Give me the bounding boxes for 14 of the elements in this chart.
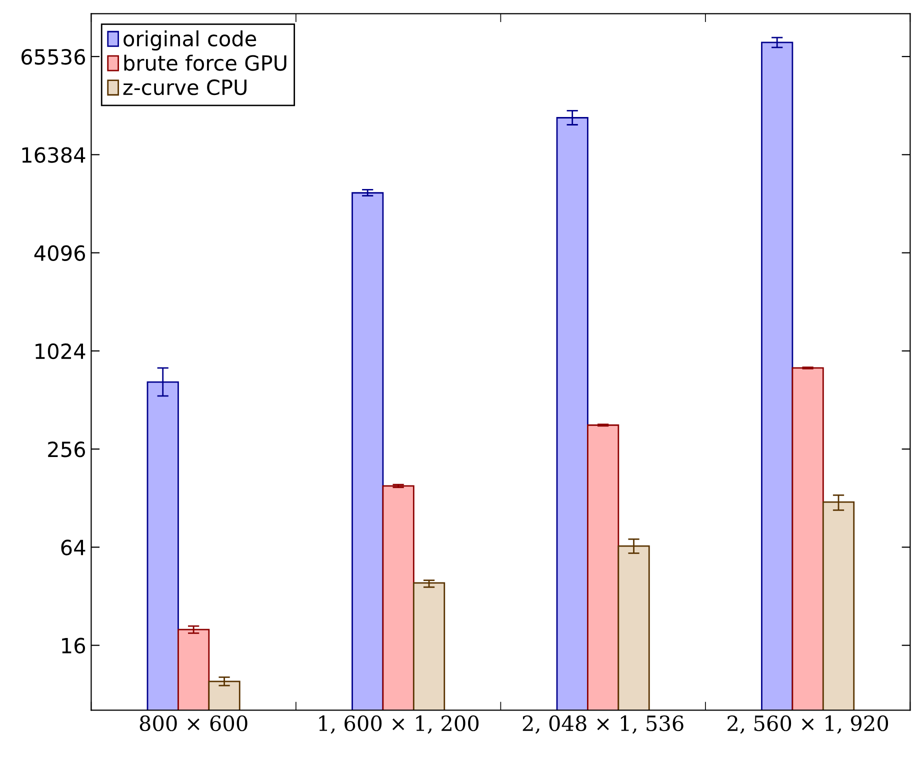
y-tick-label: 65536 [22,48,86,65]
legend-label: brute force GPU [124,54,286,71]
legend-label: z-curve CPU [123,79,246,96]
x-tick-label: 2, 560 × 1, 920 [728,715,888,734]
y-tick-label: 16384 [22,147,86,163]
x-tick-label: 2, 048 × 1, 536 [522,715,684,734]
y-tick-label: 1024 [36,343,86,360]
y-tick-label: 16 [62,638,86,654]
y-tick-label: 256 [48,442,86,458]
x-tick-label: 1, 600 × 1, 200 [319,715,479,734]
y-tick-label: 64 [61,540,86,556]
legend-label: original code [124,30,256,51]
y-tick-label: 4096 [34,245,86,262]
x-tick-label: 800 × 600 [140,715,248,732]
